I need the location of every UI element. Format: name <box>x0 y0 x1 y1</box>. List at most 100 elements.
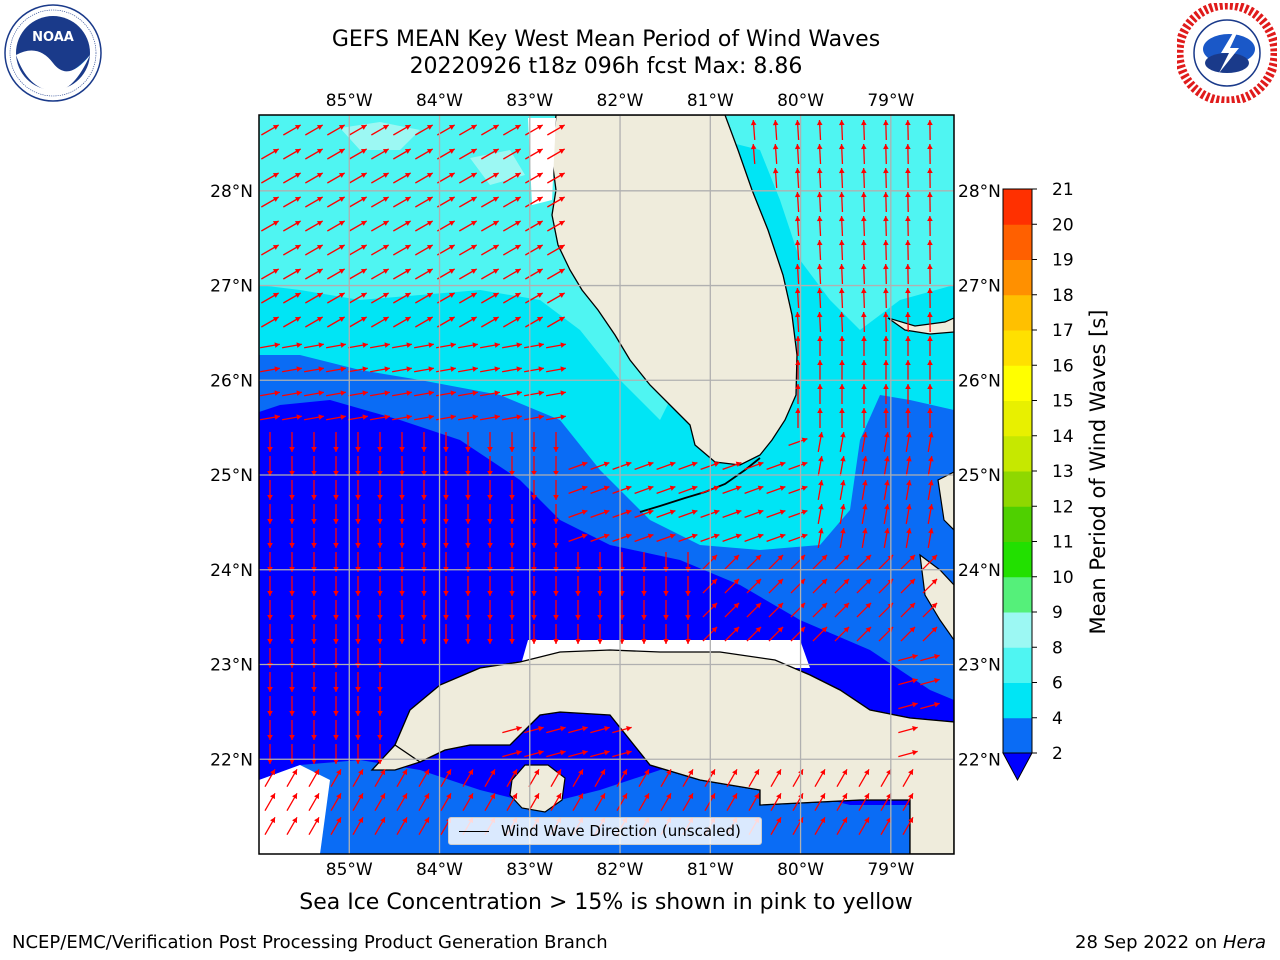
direction-arrow-head <box>382 221 389 226</box>
direction-arrow-head <box>777 554 784 561</box>
direction-arrow-head <box>581 533 588 539</box>
direction-arrow-head <box>794 144 801 150</box>
colorbar-segment <box>1003 189 1032 225</box>
direction-arrow-head <box>817 336 823 341</box>
direction-arrow-head <box>626 750 632 756</box>
direction-arrow-head <box>426 149 433 154</box>
coastal-mask-fl <box>528 118 556 205</box>
colorbar-segment <box>1003 400 1032 437</box>
direction-arrow-head <box>404 269 411 274</box>
direction-arrow-head <box>316 125 323 130</box>
direction-arrow-head <box>560 750 566 756</box>
direction-arrow-head <box>384 366 390 372</box>
lat-label-right: 28°N <box>958 182 1001 202</box>
direction-arrow-head <box>470 197 477 202</box>
direction-arrow-head <box>487 495 493 500</box>
direction-arrow-head <box>399 519 405 524</box>
direction-arrow-head <box>311 735 317 740</box>
direction-arrow-head <box>604 726 610 732</box>
noaa-logo-name: NOAA <box>32 30 74 45</box>
direction-arrow-head <box>296 414 302 420</box>
direction-arrow-head <box>494 366 500 372</box>
direction-arrow-head <box>426 197 433 202</box>
direction-arrow-head <box>794 120 801 126</box>
direction-arrow-head <box>465 615 471 620</box>
direction-arrow-head <box>735 485 742 491</box>
direction-arrow-head <box>838 312 845 318</box>
lat-label-right: 24°N <box>958 561 1001 581</box>
direction-arrow-head <box>296 366 302 372</box>
direction-arrow-head <box>404 245 411 250</box>
direction-arrow-head <box>443 543 449 548</box>
direction-arrow-head <box>465 471 471 476</box>
direction-arrow-head <box>472 414 478 420</box>
direction-arrow-head <box>490 793 495 800</box>
direction-arrow-head <box>861 216 867 222</box>
direction-arrow-head <box>733 602 740 609</box>
direction-arrow-head <box>861 264 867 270</box>
direction-arrow-head <box>514 149 521 154</box>
direction-arrow-head <box>560 366 566 372</box>
direction-arrow-head <box>516 342 522 348</box>
direction-arrow-head <box>333 495 339 500</box>
direction-arrow-head <box>820 793 825 800</box>
direction-arrow-head <box>843 578 850 585</box>
direction-arrow-head <box>794 240 801 246</box>
direction-arrow-head <box>274 390 280 396</box>
direction-arrow-head <box>492 197 499 202</box>
direction-arrow-head <box>556 769 561 776</box>
direction-arrow-head <box>318 390 324 396</box>
colorbar-segment <box>1003 647 1032 683</box>
direction-arrow-head <box>470 149 477 154</box>
direction-arrow-head <box>465 519 471 524</box>
direction-arrow-head <box>399 615 405 620</box>
direction-arrow-head <box>336 769 341 776</box>
direction-arrow-head <box>839 336 845 341</box>
direction-arrow-head <box>733 626 740 633</box>
lon-label-bottom: 84°W <box>416 860 463 880</box>
direction-arrow-head <box>404 197 411 202</box>
direction-arrow-head <box>340 366 346 372</box>
direction-arrow-head <box>316 197 323 202</box>
direction-arrow-head <box>421 519 427 524</box>
direction-arrow-head <box>448 197 455 202</box>
direction-arrow-head <box>840 504 846 510</box>
direction-arrow-head <box>338 197 345 202</box>
direction-arrow-head <box>314 817 319 824</box>
noaa-logo: NOAA <box>4 4 102 102</box>
direction-arrow-head <box>267 639 273 644</box>
direction-arrow-head <box>838 216 845 222</box>
colorbar-tick-label: 15 <box>1052 392 1074 412</box>
direction-arrow-head <box>647 509 654 515</box>
direction-arrow-head <box>428 342 434 348</box>
direction-arrow-head <box>817 384 823 389</box>
direction-arrow-head <box>360 245 367 250</box>
direction-arrow-head <box>355 495 361 500</box>
direction-arrow-head <box>905 264 911 270</box>
sea-ice-caption: Sea Ice Concentration > 15% is shown in … <box>299 890 913 915</box>
lat-label-right: 23°N <box>958 656 1001 676</box>
direction-arrow-head <box>582 750 588 756</box>
direction-arrow-head <box>862 528 868 534</box>
direction-arrow-head <box>421 495 427 500</box>
direction-arrow-head <box>905 120 911 126</box>
direction-arrow-head <box>487 615 493 620</box>
direction-arrow-head <box>883 360 889 365</box>
direction-arrow-head <box>382 125 389 130</box>
direction-arrow-head <box>338 317 345 322</box>
coastal-mask-west <box>259 765 330 854</box>
direction-arrow-head <box>861 144 867 150</box>
direction-arrow-head <box>776 769 781 776</box>
direction-arrow-head <box>622 769 627 776</box>
direction-arrow-head <box>509 591 515 596</box>
direction-arrow-head <box>801 533 808 539</box>
direction-arrow-head <box>691 533 698 539</box>
direction-arrow-head <box>311 591 317 596</box>
colorbar-tick-label: 6 <box>1052 674 1063 694</box>
direction-arrow-head <box>360 293 367 298</box>
direction-arrow-head <box>377 543 383 548</box>
direction-arrow-head <box>864 817 869 824</box>
direction-arrow-head <box>842 793 847 800</box>
direction-arrow-head <box>886 769 891 776</box>
direction-arrow-head <box>443 591 449 596</box>
